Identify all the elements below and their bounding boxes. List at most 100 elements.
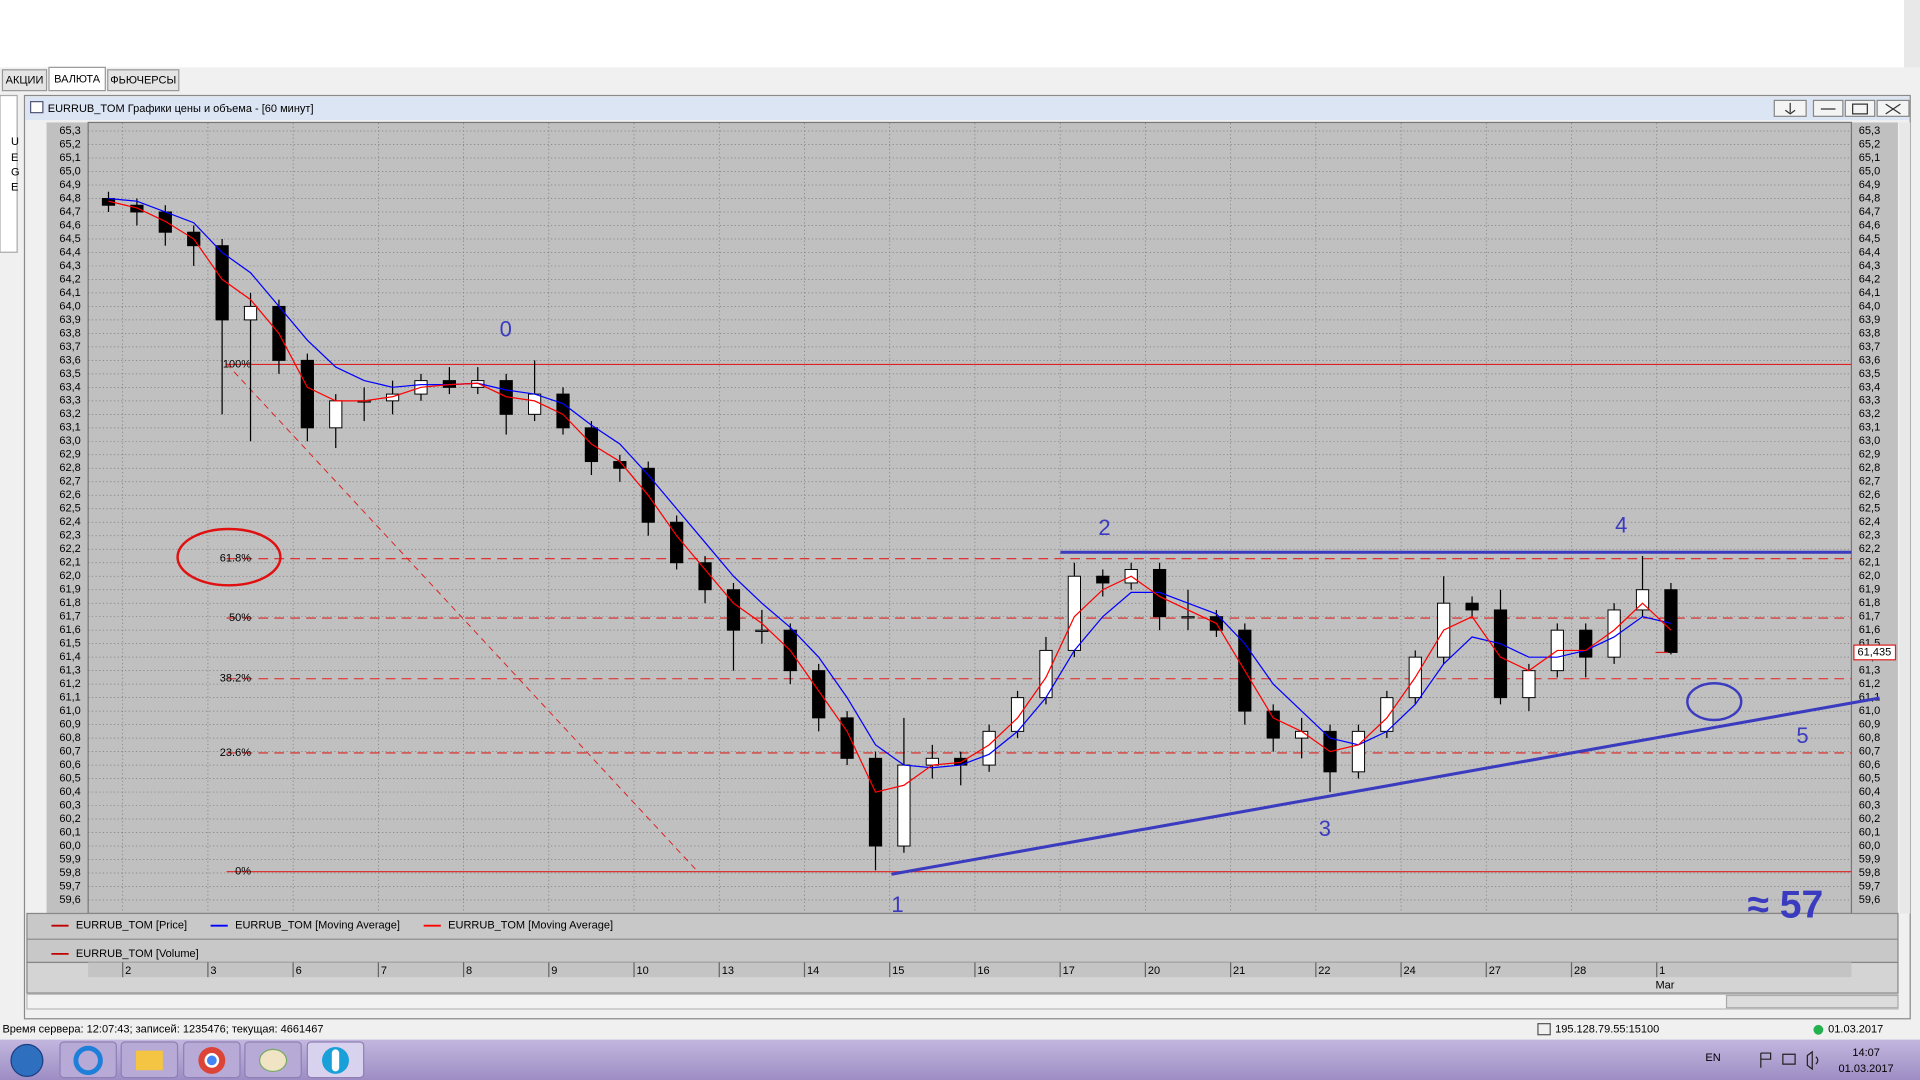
y-tick-label: 60,4	[1859, 786, 1880, 798]
x-tick-label: 28	[1574, 965, 1586, 977]
candle-body	[897, 764, 911, 847]
candle-body	[1493, 609, 1508, 699]
y-tick-label: 62,8	[59, 462, 80, 474]
x-tick-label: 10	[636, 965, 648, 977]
y-tick-label: 61,4	[59, 651, 80, 663]
tray-icons[interactable]	[1760, 1050, 1819, 1071]
y-tick-label: 65,1	[59, 152, 80, 164]
y-tick-label: 60,2	[1859, 813, 1880, 825]
app-icon-mark	[331, 1049, 340, 1072]
tab-label[interactable]: ФЬЮЧЕРСЫ	[110, 75, 176, 87]
y-tick-label: 62,6	[1859, 489, 1880, 501]
y-tick-label: 63,9	[59, 314, 80, 326]
wave-label: 1	[891, 892, 903, 917]
month-label: Mar	[1656, 980, 1675, 992]
moving-average	[108, 197, 1672, 769]
y-tick-label: 64,0	[59, 300, 80, 312]
candle-body	[1181, 616, 1195, 619]
y-tick-label: 62,4	[59, 516, 80, 528]
y-tick-label: 63,2	[59, 408, 80, 420]
candle-body	[755, 629, 769, 632]
vertical-scrollbar[interactable]	[1899, 122, 1911, 914]
y-tick-label: 59,9	[59, 853, 80, 865]
y-tick-label: 62,9	[1859, 449, 1880, 461]
x-tick-label: 24	[1404, 965, 1416, 977]
y-tick-label: 60,5	[1859, 772, 1880, 784]
last-price-label: 61,435	[1858, 646, 1892, 658]
y-tick-label: 59,6	[1859, 894, 1880, 906]
y-tick-label: 64,8	[1859, 192, 1880, 204]
y-tick-label: 62,6	[59, 489, 80, 501]
wave-label: 2	[1098, 515, 1110, 540]
y-tick-label: 60,6	[1859, 759, 1880, 771]
clock-date[interactable]: 01.03.2017	[1839, 1063, 1894, 1075]
language[interactable]: EN	[1705, 1052, 1720, 1064]
y-tick-label: 64,3	[1859, 260, 1880, 272]
x-tick-label: 22	[1318, 965, 1330, 977]
level-label: 61.8%	[220, 553, 251, 565]
x-tick-label: 8	[466, 965, 472, 977]
y-tick-label: 61,2	[1859, 678, 1880, 690]
y-tick-label: 65,2	[1859, 138, 1880, 150]
plot-area	[87, 121, 1853, 915]
y-tick-label: 63,7	[59, 341, 80, 353]
clock-time[interactable]: 14:07	[1852, 1047, 1880, 1059]
y-tick-label: 63,0	[1859, 435, 1880, 447]
window-button-glyphs	[1784, 102, 1901, 115]
candle-body	[329, 400, 343, 429]
title-bar	[25, 96, 1909, 120]
x-tick-label: 1	[1659, 965, 1665, 977]
y-tick-label: 60,9	[59, 719, 80, 731]
y-tick-label: 64,0	[1859, 300, 1880, 312]
side-letter: E	[11, 181, 18, 193]
status-indicator	[1813, 1024, 1824, 1035]
y-tick-label: 59,8	[1859, 867, 1880, 879]
tab-label[interactable]: АКЦИИ	[6, 75, 44, 87]
candle-body	[300, 359, 314, 429]
candle-body	[528, 393, 542, 415]
y-tick-label: 60,7	[1859, 746, 1880, 758]
y-tick-label: 63,4	[1859, 381, 1880, 393]
paint-icon	[258, 1048, 288, 1073]
y-tick-label: 62,0	[59, 570, 80, 582]
scroll-thumb[interactable]	[1725, 994, 1899, 1009]
y-tick-label: 63,1	[1859, 422, 1880, 434]
y-tick-label: 63,3	[59, 395, 80, 407]
y-tick-label: 63,6	[59, 354, 80, 366]
y-tick-label: 62,0	[1859, 570, 1880, 582]
y-tick-label: 62,9	[59, 449, 80, 461]
moving-average	[108, 200, 1672, 793]
status-server: Время сервера: 12:07:43; записей: 123547…	[2, 1024, 323, 1036]
level-label: 23.6%	[220, 747, 251, 759]
y-tick-label: 61,0	[59, 705, 80, 717]
y-tick-label: 62,5	[1859, 503, 1880, 515]
tab-active[interactable]	[48, 66, 106, 92]
candle-body	[812, 670, 826, 719]
side-panel	[0, 94, 18, 253]
x-tick-label: 9	[551, 965, 557, 977]
fib-diagonal	[226, 363, 699, 873]
taskbar-ie[interactable]	[59, 1041, 117, 1079]
candle-body	[556, 393, 570, 429]
y-tick-label: 63,9	[1859, 314, 1880, 326]
y-tick-label: 62,1	[1859, 557, 1880, 569]
x-tick-label: 6	[296, 965, 302, 977]
horizontal-scrollbar[interactable]	[26, 993, 1899, 1010]
x-tick-label: 16	[977, 965, 989, 977]
tab[interactable]	[107, 69, 180, 92]
tab[interactable]	[1, 69, 48, 92]
candle-body	[1351, 730, 1366, 773]
legend-label: EURRUB_TOM [Moving Average]	[235, 920, 400, 932]
level-label: 50%	[229, 612, 251, 624]
tab-label[interactable]: ВАЛЮТА	[54, 73, 101, 85]
y-tick-label: 60,2	[59, 813, 80, 825]
y-tick-label: 63,6	[1859, 354, 1880, 366]
legend-area	[26, 912, 1899, 964]
start-button[interactable]	[10, 1043, 44, 1077]
y-tick-label: 62,2	[1859, 543, 1880, 555]
y-tick-label: 64,3	[59, 260, 80, 272]
y-tick-label: 60,7	[59, 746, 80, 758]
x-tick-label: 13	[722, 965, 734, 977]
y-tick-label: 61,9	[1859, 584, 1880, 596]
